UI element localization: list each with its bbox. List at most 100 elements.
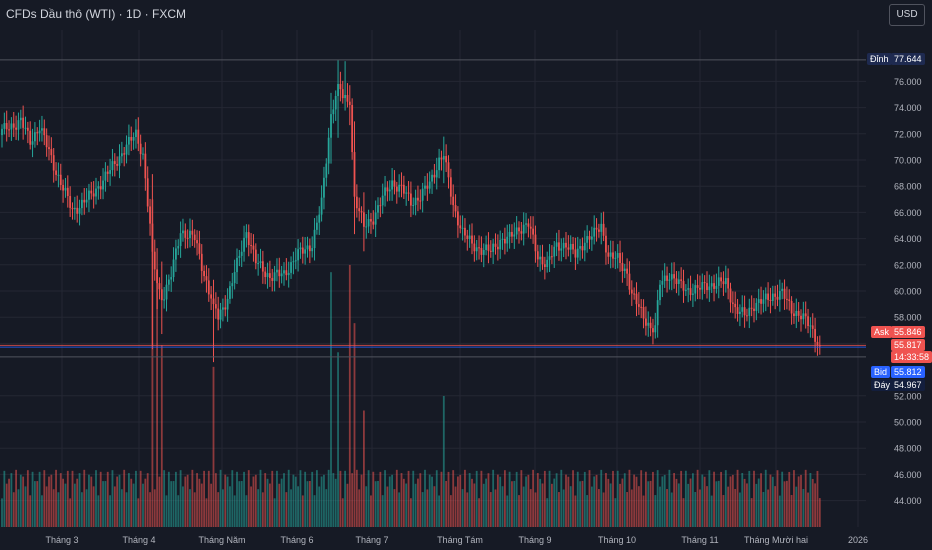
candle-body xyxy=(654,325,657,333)
candle-body xyxy=(447,162,450,178)
candle-body xyxy=(628,273,631,290)
candle-body xyxy=(360,211,363,213)
candle-body xyxy=(501,239,504,241)
candle-body xyxy=(703,282,706,284)
volume-bar xyxy=(106,471,109,527)
candle-body xyxy=(182,230,184,234)
volume-bar xyxy=(196,473,198,527)
candle-body xyxy=(445,156,448,163)
candle-body xyxy=(536,251,539,260)
volume-bar xyxy=(316,470,318,527)
volume-bar xyxy=(701,474,704,527)
volume-bar xyxy=(457,476,459,527)
volume-bar xyxy=(175,471,177,527)
candle-body xyxy=(720,277,722,282)
candle-body xyxy=(694,285,697,294)
volume-bar xyxy=(666,489,668,527)
candle-body xyxy=(266,273,269,278)
volume-bar xyxy=(78,473,81,527)
candle-body xyxy=(370,219,372,222)
candle-body xyxy=(637,304,640,307)
bid-tag-label: Bid xyxy=(871,366,891,378)
volume-bar xyxy=(527,474,530,527)
volume-bar xyxy=(736,469,739,527)
candle-body xyxy=(729,288,732,303)
candle-body xyxy=(17,120,20,130)
volume-bar xyxy=(771,476,774,527)
candle-body xyxy=(327,137,330,164)
candle-body xyxy=(372,221,375,225)
volume-bar xyxy=(478,498,480,527)
candle-body xyxy=(99,186,102,190)
volume-bar xyxy=(588,470,591,527)
volume-bar xyxy=(609,483,612,527)
candle-body xyxy=(5,123,8,130)
candle-body xyxy=(158,283,161,290)
candle-body xyxy=(139,143,142,155)
volume-bar xyxy=(612,470,614,527)
candle-body xyxy=(41,128,43,131)
candle-body xyxy=(581,246,584,251)
candle-body xyxy=(555,242,558,247)
volume-bar xyxy=(276,470,278,527)
candle-body xyxy=(515,227,518,235)
volume-bar xyxy=(182,486,184,527)
volume-bar xyxy=(426,489,429,527)
volume-bar xyxy=(5,483,8,527)
volume-bar xyxy=(278,483,281,527)
candle-body xyxy=(546,259,549,267)
candle-body xyxy=(236,257,238,273)
candle-body xyxy=(106,171,109,174)
candle-body xyxy=(762,299,765,304)
volume-bar xyxy=(435,470,438,527)
volume-bar xyxy=(630,489,633,527)
y-tick-label: 72.000 xyxy=(894,129,922,139)
volume-bar xyxy=(562,489,565,527)
candle-body xyxy=(713,283,715,289)
volume-bar xyxy=(388,476,391,527)
candle-body xyxy=(29,130,32,145)
candle-body xyxy=(276,269,278,273)
volume-bar xyxy=(428,474,431,527)
candle-body xyxy=(55,170,57,175)
volume-bar xyxy=(273,498,276,527)
candle-body xyxy=(541,256,544,265)
candle-body xyxy=(783,288,786,299)
volume-bar xyxy=(628,469,631,527)
volume-bar xyxy=(351,473,354,527)
candle-body xyxy=(19,117,22,121)
candle-body xyxy=(125,144,128,155)
candle-body xyxy=(210,294,213,299)
candle-body xyxy=(710,283,713,287)
volume-bar xyxy=(518,495,520,527)
candle-body xyxy=(602,223,605,236)
volume-bar xyxy=(818,498,821,527)
currency-button[interactable]: USD xyxy=(889,4,925,26)
candle-body xyxy=(377,205,379,213)
candle-body xyxy=(802,313,805,320)
volume-bar xyxy=(3,470,6,527)
candle-body xyxy=(240,251,243,256)
candle-body xyxy=(118,156,121,166)
volume-bar xyxy=(193,492,196,527)
candle-body xyxy=(179,233,182,247)
volume-bar xyxy=(189,489,191,527)
candle-body xyxy=(156,269,158,284)
candle-body xyxy=(548,256,551,260)
volume-bar xyxy=(492,469,495,527)
candle-body xyxy=(269,273,271,278)
candle-body xyxy=(468,235,471,239)
volume-bar xyxy=(337,352,339,527)
candle-body xyxy=(800,315,802,320)
candle-body xyxy=(407,192,410,194)
volume-bar xyxy=(626,492,628,527)
candle-body xyxy=(635,293,638,305)
candle-body xyxy=(137,129,140,144)
volume-bar xyxy=(811,478,814,527)
candle-body xyxy=(34,132,36,142)
candle-body xyxy=(562,242,565,249)
volume-bar xyxy=(402,478,405,527)
volume-bar xyxy=(656,470,659,527)
volume-bar xyxy=(543,470,546,527)
